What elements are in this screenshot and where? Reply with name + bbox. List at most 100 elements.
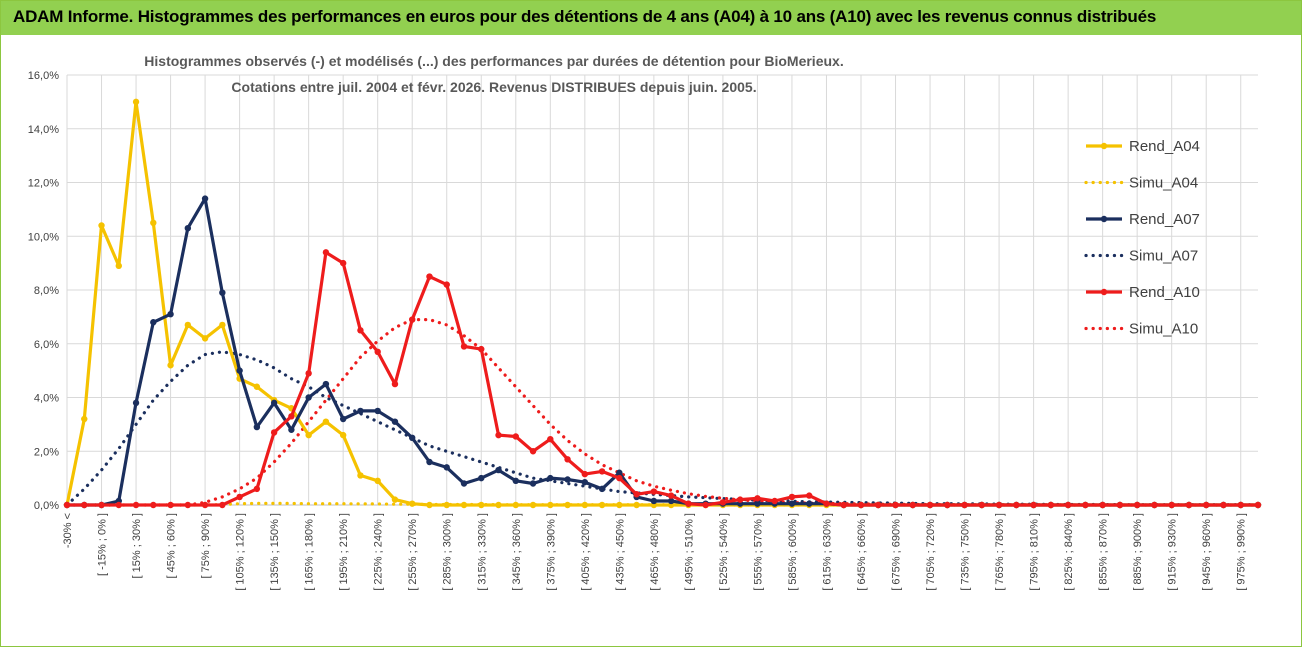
data-point: [1203, 501, 1210, 509]
y-tick-label: 8,0%: [34, 285, 59, 297]
data-point: [357, 327, 364, 334]
data-point: [357, 407, 364, 415]
data-point: [201, 335, 209, 342]
x-tick-label: [ -15% ; 0% ]: [97, 513, 109, 576]
data-point: [253, 383, 261, 390]
data-point: [478, 345, 485, 353]
legend-label: Simu_A04: [1129, 175, 1198, 192]
data-point: [322, 380, 330, 388]
x-tick-label: [ 675% ; 690% ]: [891, 513, 903, 591]
y-tick-label: 2,0%: [34, 446, 59, 458]
legend-label: Simu_A10: [1129, 321, 1198, 338]
data-point: [236, 367, 243, 374]
x-tick-label: [ 795% ; 810% ]: [1029, 513, 1041, 591]
data-point: [598, 485, 606, 493]
legend-label: Rend_A07: [1129, 211, 1200, 228]
data-point: [132, 501, 140, 509]
data-point: [460, 501, 468, 509]
data-point: [132, 98, 140, 106]
data-point: [892, 501, 899, 509]
x-tick-label: [ 555% ; 570% ]: [752, 513, 764, 591]
data-point: [150, 501, 157, 509]
chart-title-line-2: Cotations entre juil. 2004 et févr. 2026…: [231, 79, 756, 95]
data-point: [98, 222, 105, 229]
page-title: ADAM Informe. Histogrammes des performan…: [13, 7, 1157, 26]
data-point: [512, 433, 519, 440]
data-point: [529, 501, 537, 509]
data-point: [650, 497, 658, 505]
data-point: [184, 321, 192, 329]
data-point: [719, 499, 727, 506]
data-point: [978, 501, 986, 509]
data-point: [581, 478, 589, 486]
data-point: [184, 224, 192, 232]
data-point: [409, 500, 416, 507]
data-point: [667, 492, 675, 499]
x-tick-label: [ 465% ; 480% ]: [649, 513, 661, 591]
data-point: [409, 434, 416, 442]
data-point: [1064, 501, 1072, 509]
data-point: [391, 496, 399, 503]
x-tick-label: [ 225% ; 240% ]: [373, 513, 385, 591]
data-point: [1185, 501, 1193, 509]
data-point: [685, 500, 692, 507]
data-point: [270, 399, 278, 407]
data-point: [650, 488, 658, 495]
data-point: [754, 495, 761, 502]
performance-histogram-chart: 0,0% 2,0% 4,0% 6,0% 8,0% 10,0% 12,0% 14,0% 16,0%…: [28, 53, 1262, 591]
data-point: [495, 466, 502, 474]
data-point: [426, 458, 433, 466]
data-point: [288, 426, 295, 433]
x-tick-label: [ 945% ; 960% ]: [1201, 513, 1213, 591]
data-point: [633, 501, 640, 509]
x-tick-label: [ 165% ; 180% ]: [304, 513, 316, 591]
data-point: [357, 472, 364, 479]
data-point: [478, 501, 485, 509]
x-tick-label: [ 915% ; 930% ]: [1167, 513, 1179, 591]
data-point: [322, 249, 330, 256]
y-tick-label: 6,0%: [34, 339, 59, 351]
data-point: [115, 501, 122, 509]
data-point: [1220, 501, 1227, 509]
data-point: [736, 496, 744, 503]
data-point: [754, 500, 761, 507]
data-point: [63, 501, 71, 509]
data-point: [909, 501, 916, 509]
x-tick-label: [ 45% ; 60% ]: [166, 513, 178, 578]
data-point: [219, 501, 226, 509]
x-tick-label: [ 435% ; 450% ]: [614, 513, 626, 591]
data-point: [1082, 501, 1089, 509]
data-point: [460, 480, 468, 487]
legend-marker: [1100, 142, 1108, 150]
data-point: [547, 435, 554, 443]
data-point: [305, 431, 312, 439]
x-tick-label: [ 285% ; 300% ]: [442, 513, 454, 591]
data-point: [857, 501, 865, 509]
series-line-rend-a04: [65, 100, 1258, 507]
legend-label: Simu_A07: [1129, 248, 1198, 265]
y-tick-label: 10,0%: [28, 231, 59, 243]
x-tick-label: -30% <: [62, 513, 74, 548]
data-point: [512, 477, 519, 485]
x-tick-label: [ 735% ; 750% ]: [960, 513, 972, 591]
legend-marker: [1100, 288, 1108, 296]
data-point: [926, 501, 934, 509]
data-point: [616, 474, 623, 482]
data-point: [132, 399, 140, 407]
data-point: [1099, 501, 1106, 509]
x-tick-label: [ 825% ; 840% ]: [1063, 513, 1075, 591]
data-point: [598, 501, 606, 509]
data-point: [616, 501, 623, 509]
data-point: [374, 477, 381, 485]
x-tick-label: [ 105% ; 120% ]: [235, 513, 247, 591]
data-point: [236, 493, 243, 501]
data-point: [1047, 501, 1055, 509]
x-tick-label: [ 855% ; 870% ]: [1098, 513, 1110, 591]
x-tick-label: [ 345% ; 360% ]: [511, 513, 523, 591]
chart-title-line-1: Histogrammes observés (-) et modélisés (…: [144, 53, 843, 69]
data-point: [667, 497, 675, 505]
x-axis-ticks: -30% < [ -15% ; 0% ] [ 15% ; 30% ] [ 45% ; …: [62, 513, 1248, 591]
data-point: [1013, 501, 1020, 509]
data-point: [944, 501, 951, 509]
